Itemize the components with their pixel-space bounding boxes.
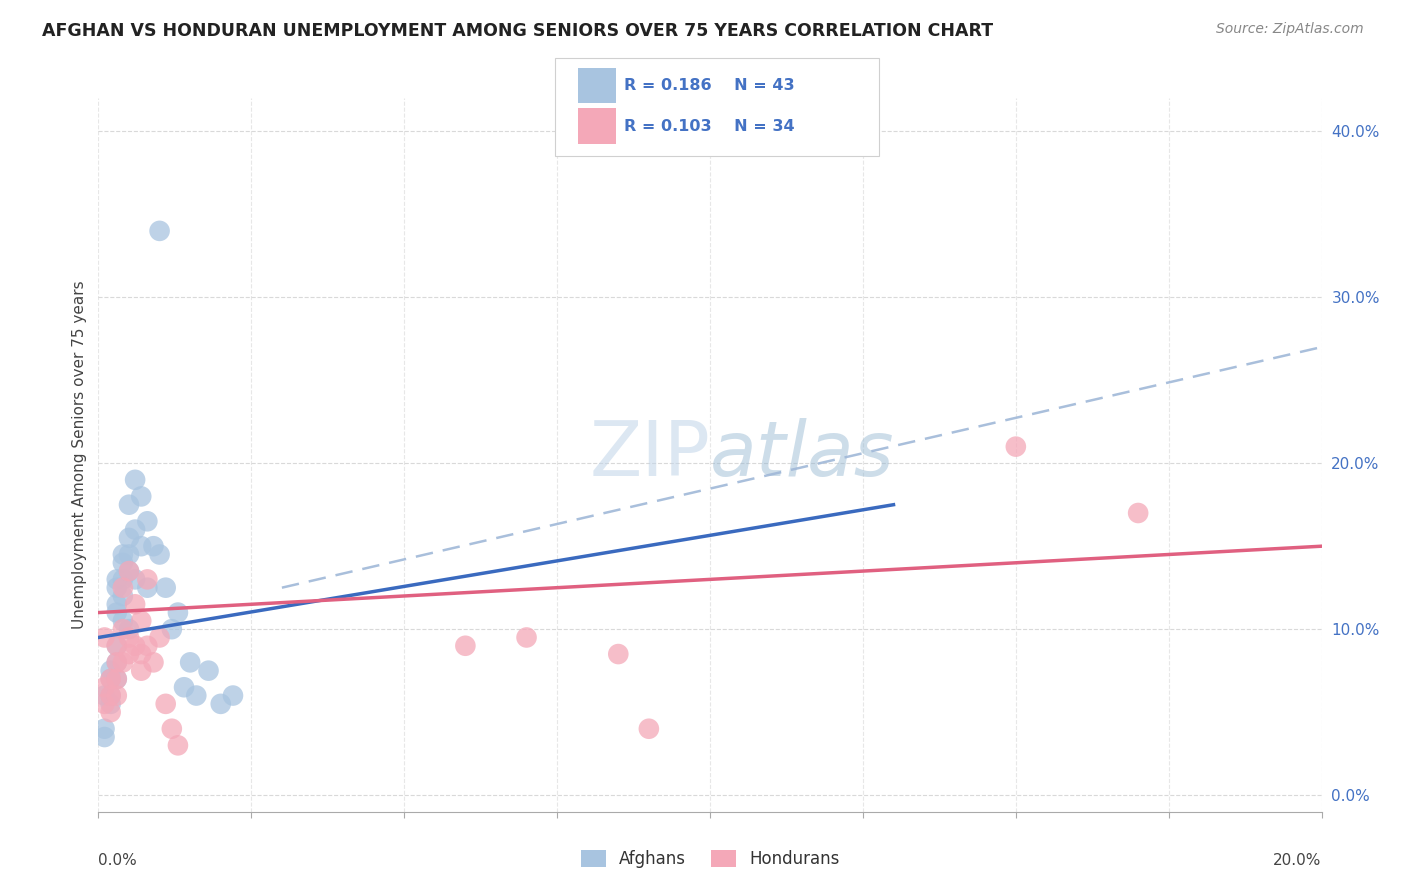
- Point: [100, 689, 122, 703]
- Y-axis label: Unemployment Among Seniors over 75 years: Unemployment Among Seniors over 75 years: [72, 281, 87, 629]
- Point: [93, 689, 115, 703]
- Point: [179, 656, 201, 670]
- Point: [124, 639, 146, 653]
- Point: [149, 224, 172, 238]
- Point: [118, 564, 141, 578]
- Point: [118, 564, 141, 578]
- Point: [105, 656, 128, 670]
- Point: [142, 656, 165, 670]
- Point: [197, 664, 219, 678]
- Point: [167, 606, 190, 620]
- Point: [124, 473, 146, 487]
- Point: [516, 631, 538, 645]
- Text: 20.0%: 20.0%: [1274, 854, 1322, 868]
- Point: [129, 647, 152, 661]
- Point: [136, 581, 159, 595]
- Text: R = 0.186    N = 43: R = 0.186 N = 43: [624, 78, 794, 93]
- Point: [93, 697, 115, 711]
- Point: [100, 672, 122, 686]
- Point: [111, 614, 134, 628]
- Point: [149, 548, 172, 562]
- Point: [100, 705, 122, 719]
- Point: [111, 573, 134, 587]
- Point: [155, 581, 177, 595]
- Point: [160, 622, 183, 636]
- Point: [136, 639, 159, 653]
- Point: [129, 664, 152, 678]
- Text: R = 0.103    N = 34: R = 0.103 N = 34: [624, 120, 794, 134]
- Point: [118, 498, 141, 512]
- Point: [160, 722, 183, 736]
- Text: Source: ZipAtlas.com: Source: ZipAtlas.com: [1216, 22, 1364, 37]
- Point: [105, 639, 128, 653]
- Point: [105, 639, 128, 653]
- Point: [142, 539, 165, 553]
- Point: [637, 722, 661, 736]
- Point: [129, 539, 152, 553]
- Point: [111, 622, 134, 636]
- Legend: Afghans, Hondurans: Afghans, Hondurans: [574, 843, 846, 875]
- Text: 0.0%: 0.0%: [98, 854, 138, 868]
- Point: [1128, 506, 1150, 520]
- Point: [111, 656, 134, 670]
- Point: [105, 656, 128, 670]
- Point: [100, 697, 122, 711]
- Text: AFGHAN VS HONDURAN UNEMPLOYMENT AMONG SENIORS OVER 75 YEARS CORRELATION CHART: AFGHAN VS HONDURAN UNEMPLOYMENT AMONG SE…: [42, 22, 993, 40]
- Point: [100, 672, 122, 686]
- Point: [93, 730, 115, 744]
- Point: [607, 647, 630, 661]
- Point: [100, 664, 122, 678]
- Point: [93, 722, 115, 736]
- Point: [167, 739, 190, 753]
- Point: [118, 622, 141, 636]
- Point: [186, 689, 208, 703]
- Point: [124, 523, 146, 537]
- Point: [155, 697, 177, 711]
- Point: [111, 548, 134, 562]
- Point: [105, 606, 128, 620]
- Point: [136, 514, 159, 528]
- Point: [222, 689, 245, 703]
- Point: [105, 581, 128, 595]
- Point: [118, 531, 141, 545]
- Point: [129, 614, 152, 628]
- Point: [111, 556, 134, 570]
- Point: [136, 573, 159, 587]
- Point: [105, 672, 128, 686]
- Point: [105, 597, 128, 611]
- Point: [100, 689, 122, 703]
- Point: [124, 573, 146, 587]
- Point: [105, 573, 128, 587]
- Point: [454, 639, 477, 653]
- Point: [111, 589, 134, 603]
- Point: [93, 680, 115, 694]
- Point: [129, 490, 152, 504]
- Point: [118, 631, 141, 645]
- Point: [118, 548, 141, 562]
- Point: [209, 697, 232, 711]
- Point: [124, 597, 146, 611]
- Text: ZIP: ZIP: [589, 418, 710, 491]
- Point: [1004, 440, 1026, 454]
- Point: [118, 647, 141, 661]
- Point: [105, 672, 128, 686]
- Point: [105, 689, 128, 703]
- Point: [173, 680, 195, 694]
- Point: [93, 631, 115, 645]
- Text: atlas: atlas: [710, 418, 894, 491]
- Point: [111, 581, 134, 595]
- Point: [149, 631, 172, 645]
